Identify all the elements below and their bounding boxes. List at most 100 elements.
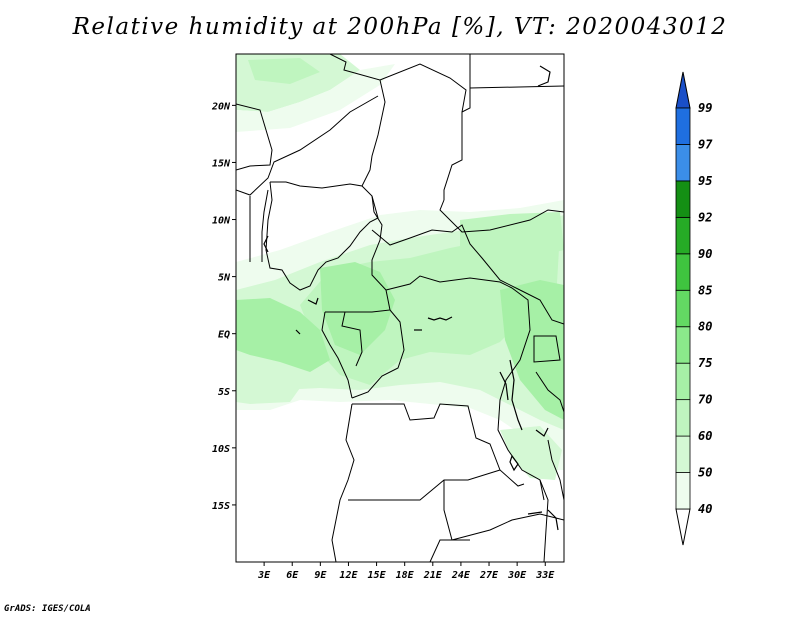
- colorbar-segment: [675, 472, 691, 510]
- lat-label: 10S: [212, 444, 230, 455]
- humidity-region-north-small: [248, 58, 320, 84]
- colorbar-segment: [675, 399, 691, 437]
- lake-outline: [499, 371, 509, 401]
- border-line: [519, 289, 564, 325]
- lat-label: 5S: [218, 387, 230, 398]
- lat-label: 15S: [212, 501, 230, 512]
- lon-label: 15E: [368, 570, 387, 581]
- lake-outline: [547, 509, 559, 531]
- lakes: [263, 65, 559, 531]
- colorbar: 40 50 60 70 75 80 85 90 92 95 97 99: [675, 71, 713, 546]
- border-line: [261, 189, 269, 262]
- lat-label: 15N: [212, 158, 231, 169]
- lon-label: 30E: [507, 570, 527, 581]
- border-line: [348, 469, 501, 501]
- border-line: [429, 539, 470, 562]
- border-line: [331, 403, 355, 562]
- lon-label: 6E: [286, 570, 299, 581]
- colorbar-segment: [675, 253, 691, 291]
- longitude-axis: 3E 6E 9E 12E 15E 18E 21E 24E 27E 30E 33E: [257, 562, 555, 581]
- colorbar-label: 97: [698, 137, 713, 151]
- humidity-region-west-coast: [236, 298, 330, 372]
- lon-label: 9E: [314, 570, 327, 581]
- colorbar-segment: [675, 216, 691, 255]
- border-line: [461, 54, 471, 113]
- map-frame: [235, 53, 565, 563]
- humidity-region-east-band: [460, 212, 564, 262]
- lake-outline: [509, 454, 519, 472]
- lake-outline: [537, 65, 551, 87]
- border-line: [439, 199, 564, 233]
- border-line: [352, 403, 525, 487]
- lake-outline: [263, 235, 269, 253]
- border-line: [351, 309, 405, 399]
- colorbar-segment: [675, 289, 691, 328]
- colorbar-segment: [675, 144, 691, 182]
- border-line: [321, 311, 353, 399]
- lon-label: 24E: [451, 570, 471, 581]
- lat-label: 10N: [212, 216, 231, 227]
- border-line: [379, 63, 467, 200]
- humidity-region-north-light: [236, 64, 395, 132]
- border-line: [547, 439, 564, 501]
- country-borders: [236, 54, 564, 562]
- colorbar-top-arrow: [675, 71, 691, 109]
- lon-label: 3E: [257, 570, 271, 581]
- lake-outline: [307, 297, 319, 305]
- border-line: [539, 479, 549, 562]
- grads-credit: GrADS: IGES/COLA: [4, 604, 91, 614]
- border-line: [533, 335, 561, 363]
- lake-outline: [295, 329, 301, 335]
- colorbar-label: 80: [698, 320, 712, 334]
- humidity-region-gabon: [320, 262, 395, 355]
- colorbar-segment: [675, 107, 691, 145]
- colorbar-label: 70: [698, 393, 712, 407]
- border-line: [497, 287, 545, 501]
- border-line: [371, 224, 521, 291]
- lake-outline: [509, 359, 523, 431]
- lake-outline: [527, 511, 543, 515]
- lon-label: 33E: [535, 570, 555, 581]
- colorbar-segment: [675, 362, 691, 401]
- lat-label: 5N: [218, 273, 231, 284]
- border-line: [329, 54, 386, 187]
- colorbar-segment: [675, 435, 691, 473]
- colorbar-label: 60: [698, 429, 712, 443]
- humidity-region-east-africa: [500, 280, 564, 420]
- border-line: [535, 371, 564, 413]
- colorbar-label: 40: [698, 502, 712, 516]
- lon-label: 12E: [339, 570, 358, 581]
- humidity-region-south-spot: [500, 426, 562, 480]
- lat-label: 20N: [211, 101, 231, 112]
- lon-label: 18E: [396, 570, 415, 581]
- border-line: [341, 311, 363, 367]
- border-line: [236, 95, 379, 196]
- border-line: [236, 103, 273, 171]
- humidity-shading: [236, 54, 564, 480]
- border-line: [385, 275, 513, 291]
- border-line: [265, 181, 379, 291]
- border-line: [451, 513, 564, 541]
- lake-outline: [427, 316, 453, 321]
- colorbar-segment: [675, 180, 691, 218]
- latitude-axis: 20N 15N 10N 5N EQ 5S 10S 15S: [211, 101, 236, 512]
- colorbar-label: 92: [698, 210, 712, 224]
- map-title: Relative humidity at 200hPa [%], VT: 202…: [72, 14, 728, 40]
- colorbar-label: 99: [698, 101, 712, 115]
- colorbar-label: 50: [698, 466, 712, 480]
- colorbar-label: 85: [698, 283, 712, 297]
- border-line: [469, 85, 564, 89]
- lon-label: 21E: [423, 570, 443, 581]
- colorbar-label: 90: [698, 247, 712, 261]
- border-line: [325, 195, 391, 313]
- colorbar-segment: [675, 326, 691, 364]
- colorbar-label: 95: [698, 174, 712, 188]
- colorbar-label: 75: [698, 356, 712, 370]
- lake-outline: [535, 427, 549, 437]
- border-line: [443, 480, 453, 541]
- lat-label: EQ: [218, 330, 230, 341]
- colorbar-bottom-arrow: [675, 508, 691, 546]
- lon-label: 27E: [479, 570, 499, 581]
- humidity-region-sw-strip: [236, 378, 300, 404]
